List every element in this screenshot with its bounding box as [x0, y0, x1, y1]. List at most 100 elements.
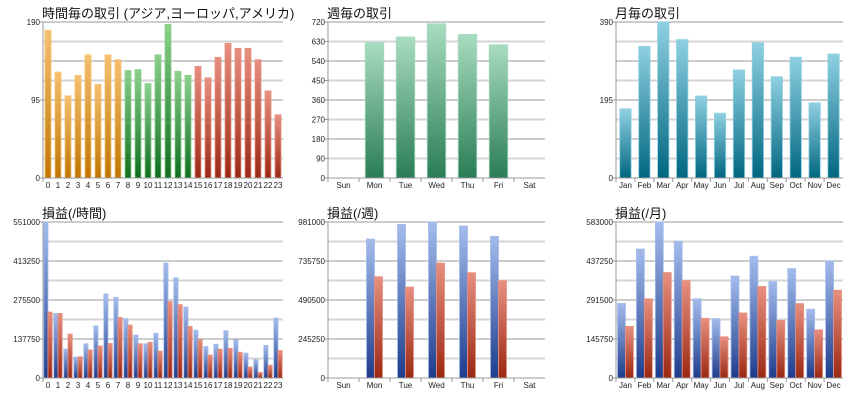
- bar: [436, 262, 445, 379]
- x-tick-label: 21: [254, 181, 263, 190]
- bar: [213, 343, 219, 379]
- x-tick-label: Jul: [734, 381, 744, 390]
- y-tick-label: 540: [312, 57, 326, 66]
- x-tick-label: 22: [264, 181, 273, 190]
- y-tick-label: 180: [312, 135, 326, 144]
- x-tick-label: 5: [96, 181, 101, 190]
- x-tick-label: Thu: [461, 181, 475, 190]
- bar: [147, 341, 153, 379]
- bar: [277, 350, 283, 379]
- x-tick-label: 6: [106, 381, 111, 390]
- bar: [676, 39, 689, 179]
- bar: [174, 70, 182, 179]
- bar: [143, 343, 149, 379]
- x-tick-label: 23: [274, 181, 283, 190]
- bar: [244, 47, 252, 179]
- bar: [397, 223, 406, 379]
- chart-5: 0 145750 291500 437250 583000 Jan Feb Mar Apr May…: [586, 218, 843, 390]
- bar: [103, 293, 109, 379]
- bar: [47, 311, 53, 379]
- y-tick-label: 981000: [298, 218, 325, 227]
- x-tick-label: Mon: [367, 181, 383, 190]
- bar: [183, 306, 189, 379]
- bar: [97, 345, 103, 379]
- y-tick-label: 270: [312, 116, 326, 125]
- bar: [63, 348, 69, 379]
- bar: [203, 346, 209, 379]
- x-tick-label: Wed: [428, 181, 444, 190]
- x-tick-label: Mon: [367, 381, 383, 390]
- bar: [490, 235, 499, 379]
- bar: [127, 324, 133, 379]
- x-tick-label: 4: [86, 181, 91, 190]
- y-tick-label: 720: [312, 18, 326, 27]
- bar: [636, 248, 645, 379]
- bar: [681, 280, 691, 379]
- x-tick-label: 12: [164, 381, 173, 390]
- bar: [247, 366, 253, 379]
- bar: [64, 95, 72, 179]
- x-tick-label: Apr: [676, 181, 689, 190]
- y-tick-label: 145750: [586, 335, 613, 344]
- x-tick-label: Sep: [770, 181, 785, 190]
- bar: [625, 325, 634, 379]
- x-tick-label: Sun: [336, 381, 350, 390]
- bar: [84, 54, 92, 179]
- bar: [193, 329, 199, 379]
- chart-4: 0 245250 490500 735750 981000 Sun Mon Tue Wed Thu…: [298, 218, 545, 390]
- y-tick-label: 437250: [586, 257, 613, 266]
- x-tick-label: 8: [126, 181, 131, 190]
- bar: [104, 54, 112, 179]
- bar: [467, 272, 476, 379]
- bar: [711, 318, 721, 379]
- x-tick-label: 5: [96, 381, 101, 390]
- x-tick-label: 17: [214, 381, 223, 390]
- x-tick-label: 2: [66, 181, 71, 190]
- bar: [457, 33, 478, 179]
- x-tick-label: 19: [234, 181, 243, 190]
- bar: [825, 260, 834, 379]
- bar: [787, 268, 797, 379]
- bar: [264, 90, 272, 179]
- y-tick-label: 95: [31, 96, 40, 105]
- x-tick-label: 16: [204, 181, 213, 190]
- bar: [134, 69, 142, 179]
- x-tick-label: 1: [56, 181, 61, 190]
- chart-2: 0 195 390 Jan Feb Mar Apr May Jun Jul Aug Sep Oct Nov…: [600, 18, 843, 190]
- x-tick-label: Jun: [714, 181, 727, 190]
- bar: [77, 356, 83, 379]
- x-tick-label: Aug: [751, 181, 765, 190]
- x-tick-label: 7: [116, 381, 121, 390]
- bar: [114, 59, 122, 179]
- bar: [124, 70, 132, 179]
- y-tick-label: 390: [600, 18, 614, 27]
- bar: [177, 304, 183, 379]
- x-tick-label: Sep: [770, 381, 785, 390]
- bar: [207, 354, 213, 379]
- bar: [67, 333, 73, 379]
- bar: [751, 42, 764, 179]
- bar: [263, 345, 269, 379]
- bar: [194, 65, 202, 179]
- bar: [157, 350, 163, 379]
- x-tick-label: 22: [264, 381, 273, 390]
- bar: [459, 225, 468, 379]
- bar: [768, 281, 778, 379]
- bar: [673, 240, 683, 379]
- bar: [223, 330, 229, 379]
- chart-1: 0 90 180 270 360 450 540 630 720 Sun Mon Tue Wed Thu F…: [312, 18, 545, 190]
- y-tick-label: 450: [312, 77, 326, 86]
- bar: [257, 371, 263, 379]
- bar: [498, 280, 507, 379]
- bar: [74, 74, 82, 179]
- bar: [217, 348, 223, 379]
- chart-title-hourly-trades: 時間毎の取引 (アジア,ヨーロッパ,アメリカ): [42, 6, 295, 21]
- bar: [197, 339, 203, 379]
- bar: [776, 320, 786, 379]
- y-tick-label: 0: [609, 174, 614, 183]
- bar: [87, 349, 93, 379]
- x-tick-label: 10: [144, 381, 153, 390]
- x-tick-label: 15: [194, 181, 203, 190]
